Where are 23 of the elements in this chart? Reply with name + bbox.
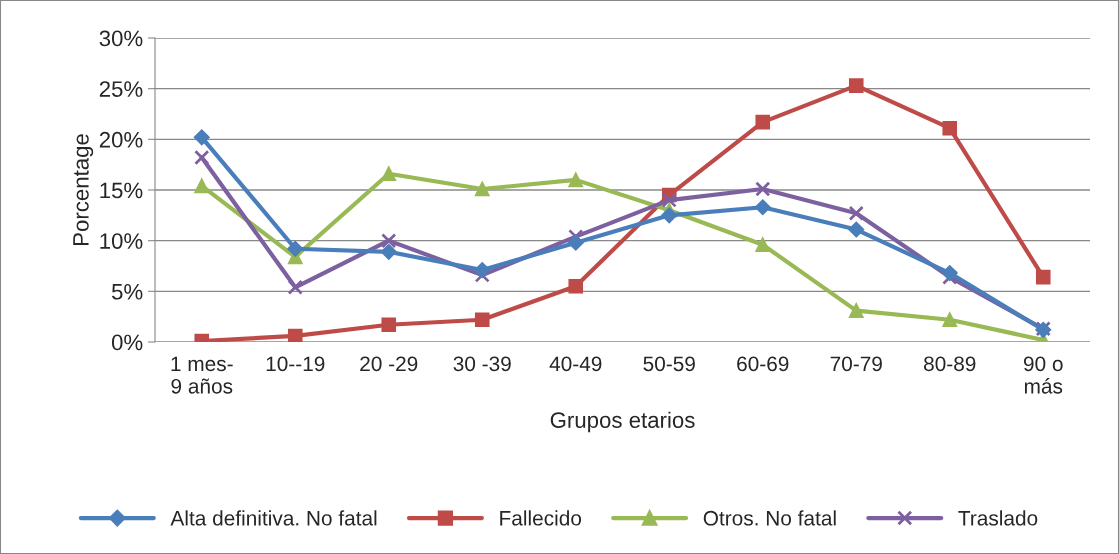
x-tick-label: 60-69 — [737, 356, 789, 372]
x-tick-label: 50-59 — [643, 356, 695, 372]
x-tick-label: 70-79 — [830, 356, 882, 372]
y-tick-label: 15% — [100, 182, 143, 199]
x-tick-label: 20 -29 — [360, 356, 418, 372]
y-axis-title: Porcentage — [73, 134, 94, 245]
y-tick-label: 10% — [100, 233, 143, 249]
y-tick-label: 0% — [111, 334, 143, 351]
legend-label: Alta definitiva. No fatal — [170, 510, 377, 526]
legend-label: Otros. No fatal — [703, 510, 836, 526]
legend-label: Fallecido — [500, 510, 582, 526]
x-axis-title: Grupos etarios — [550, 411, 695, 433]
y-tick-label: 30% — [99, 30, 143, 47]
legend-label: Traslado — [958, 510, 1038, 526]
x-tick-label: 80-89 — [924, 356, 976, 372]
x-tick-label: 10--19 — [266, 356, 325, 372]
x-tick-label: 1 mes- 9 años — [171, 356, 233, 394]
y-tick-label: 20% — [99, 131, 143, 148]
x-tick-label: 90 o más — [1023, 356, 1063, 394]
x-tick-label: 40-49 — [549, 356, 602, 372]
y-tick-label: 25% — [99, 81, 143, 97]
y-tick-label: 5% — [111, 283, 143, 300]
x-tick-label: 30 -39 — [453, 356, 511, 372]
